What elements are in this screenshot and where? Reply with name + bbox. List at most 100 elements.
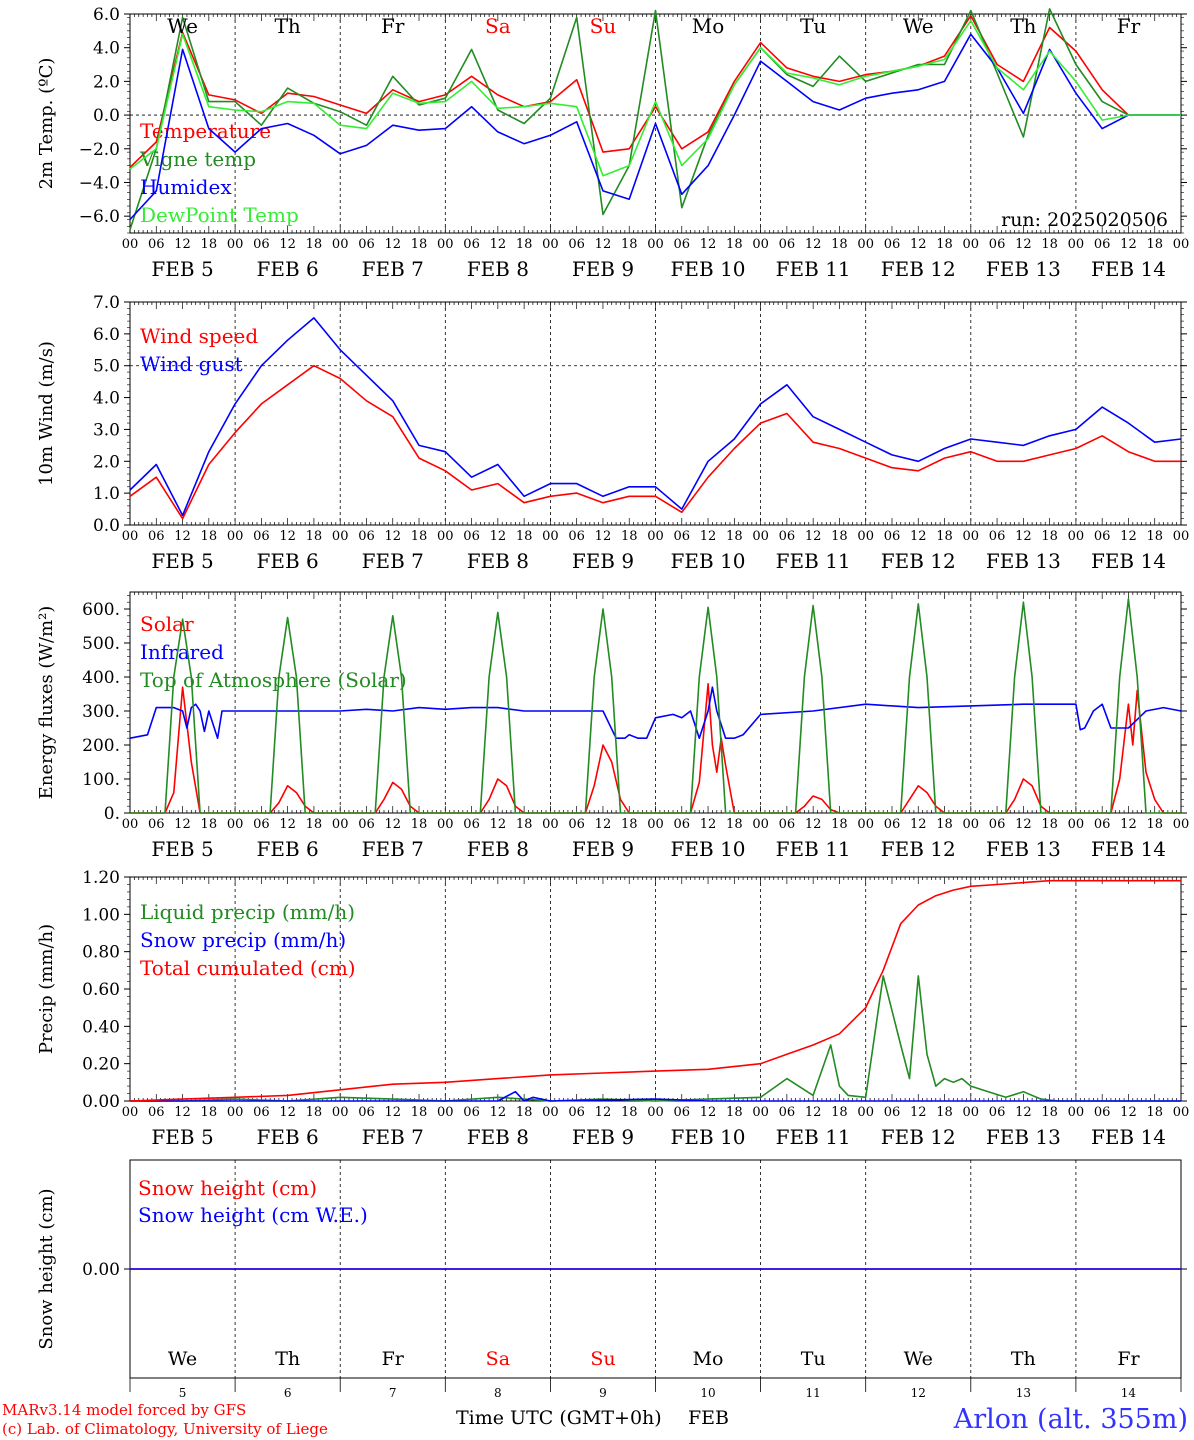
legend-entry: Snow precip (mm/h) (140, 928, 346, 952)
hour-tick-label: 12 (174, 817, 191, 832)
hour-tick-label: 00 (227, 237, 244, 252)
hour-tick-label: 06 (1094, 529, 1111, 544)
hour-tick-label: 12 (1120, 1105, 1137, 1120)
hour-tick-label: 00 (752, 817, 769, 832)
panel-precip: 0.00 0.20 0.40 0.60 0.80 1.00 1.20 Precip (mm/h… (36, 868, 1189, 1149)
hour-tick-label: 00 (122, 529, 139, 544)
hour-tick-label: 00 (963, 817, 980, 832)
legend-entry: Liquid precip (mm/h) (140, 900, 355, 924)
hour-tick-label: 12 (910, 1105, 927, 1120)
hour-tick-label: 06 (779, 529, 796, 544)
hour-tick-label: 18 (1041, 237, 1058, 252)
date-label: FEB 7 (362, 257, 424, 281)
day-number-label: 5 (179, 1386, 187, 1400)
hour-tick-label: 00 (227, 529, 244, 544)
weekday-label: Sa (485, 14, 511, 38)
hour-tick-label: 00 (647, 237, 664, 252)
hour-tick-label: 06 (1094, 1105, 1111, 1120)
y-axis-label: 10m Wind (m/s) (36, 341, 57, 486)
date-label: FEB 13 (986, 1125, 1061, 1149)
hour-tick-label: 12 (805, 237, 822, 252)
y-tick-label: 600. (82, 600, 120, 620)
hour-tick-label: 12 (805, 817, 822, 832)
hour-tick-label: 06 (463, 1105, 480, 1120)
legend-entry: Wind gust (140, 352, 243, 376)
hour-tick-label: 18 (306, 237, 323, 252)
y-axis-label: Precip (mm/h) (36, 924, 57, 1054)
hour-tick-label: 00 (963, 529, 980, 544)
hour-tick-label: 12 (279, 1105, 296, 1120)
x-axis-month: FEB (688, 1407, 729, 1429)
hour-tick-label: 00 (752, 529, 769, 544)
hour-tick-label: 00 (857, 237, 874, 252)
date-label: FEB 11 (776, 837, 851, 861)
date-label: FEB 6 (257, 837, 319, 861)
date-label: FEB 6 (257, 549, 319, 573)
hour-tick-label: 18 (621, 529, 638, 544)
hour-tick-label: 18 (936, 1105, 953, 1120)
hour-tick-label: 12 (1120, 529, 1137, 544)
hour-tick-label: 06 (568, 237, 585, 252)
hour-tick-label: 12 (384, 1105, 401, 1120)
y-tick-label: 4.0 (93, 389, 120, 409)
hour-tick-label: 18 (726, 529, 743, 544)
legend-entry: Infrared (140, 640, 224, 664)
hour-tick-label: 00 (647, 1105, 664, 1120)
hour-tick-label: 12 (279, 817, 296, 832)
hour-tick-label: 00 (437, 817, 454, 832)
date-label: FEB 5 (151, 257, 213, 281)
date-label: FEB 12 (881, 549, 956, 573)
date-label: FEB 14 (1091, 1125, 1166, 1149)
panel-energy: 0. 100. 200. 300. 400. 500. 600. Energy fluxes … (36, 591, 1189, 861)
y-tick-label: 1.0 (93, 484, 120, 504)
hour-tick-label: 12 (1015, 1105, 1032, 1120)
y-tick-label: 4.0 (93, 39, 120, 59)
hour-tick-label: 06 (568, 1105, 585, 1120)
hour-tick-label: 12 (1120, 237, 1137, 252)
plot-frame-wind (129, 301, 1182, 526)
hour-tick-label: 06 (779, 237, 796, 252)
date-label: FEB 7 (362, 549, 424, 573)
series-line-wind-0 (129, 364, 1181, 520)
date-label: FEB 8 (467, 1125, 529, 1149)
y-axis-label: Snow height (cm) (36, 1188, 57, 1349)
hour-tick-label: 12 (174, 237, 191, 252)
hour-tick-label: 00 (963, 237, 980, 252)
hour-tick-label: 12 (1015, 237, 1032, 252)
date-label: FEB 9 (572, 837, 634, 861)
hour-tick-label: 00 (542, 529, 559, 544)
legend-entry: Vigne temp (139, 147, 256, 171)
hour-tick-label: 18 (621, 817, 638, 832)
hour-tick-label: 00 (332, 817, 349, 832)
hour-tick-label: 00 (1173, 1105, 1190, 1120)
date-label: FEB 10 (671, 549, 746, 573)
hour-tick-label: 00 (857, 817, 874, 832)
hour-tick-label: 18 (726, 1105, 743, 1120)
hour-tick-label: 18 (201, 817, 218, 832)
series-line-wind-1 (129, 317, 1182, 517)
date-label: FEB 12 (881, 257, 956, 281)
hour-tick-label: 12 (1015, 817, 1032, 832)
date-label: FEB 7 (362, 1125, 424, 1149)
hour-tick-label: 06 (358, 817, 375, 832)
day-number-label: 8 (494, 1386, 502, 1400)
hour-tick-label: 18 (831, 237, 848, 252)
hour-tick-label: 18 (1146, 817, 1163, 832)
date-label: FEB 9 (572, 549, 634, 573)
date-label: FEB 9 (572, 1125, 634, 1149)
day-number-label: 13 (1016, 1386, 1031, 1400)
date-label: FEB 8 (467, 837, 529, 861)
hour-tick-label: 06 (253, 529, 270, 544)
date-label: FEB 6 (257, 257, 319, 281)
day-number-label: 10 (700, 1386, 715, 1400)
hour-tick-label: 06 (463, 817, 480, 832)
hour-tick-label: 06 (989, 817, 1006, 832)
hour-tick-label: 06 (1094, 817, 1111, 832)
station-label: Arlon (alt. 355m) (953, 1404, 1188, 1435)
y-tick-label: 200. (82, 736, 120, 756)
hour-tick-label: 00 (752, 237, 769, 252)
date-label: FEB 12 (881, 1125, 956, 1149)
hour-tick-label: 12 (910, 529, 927, 544)
hour-tick-label: 18 (516, 1105, 533, 1120)
y-tick-label: 0.20 (82, 1055, 120, 1075)
